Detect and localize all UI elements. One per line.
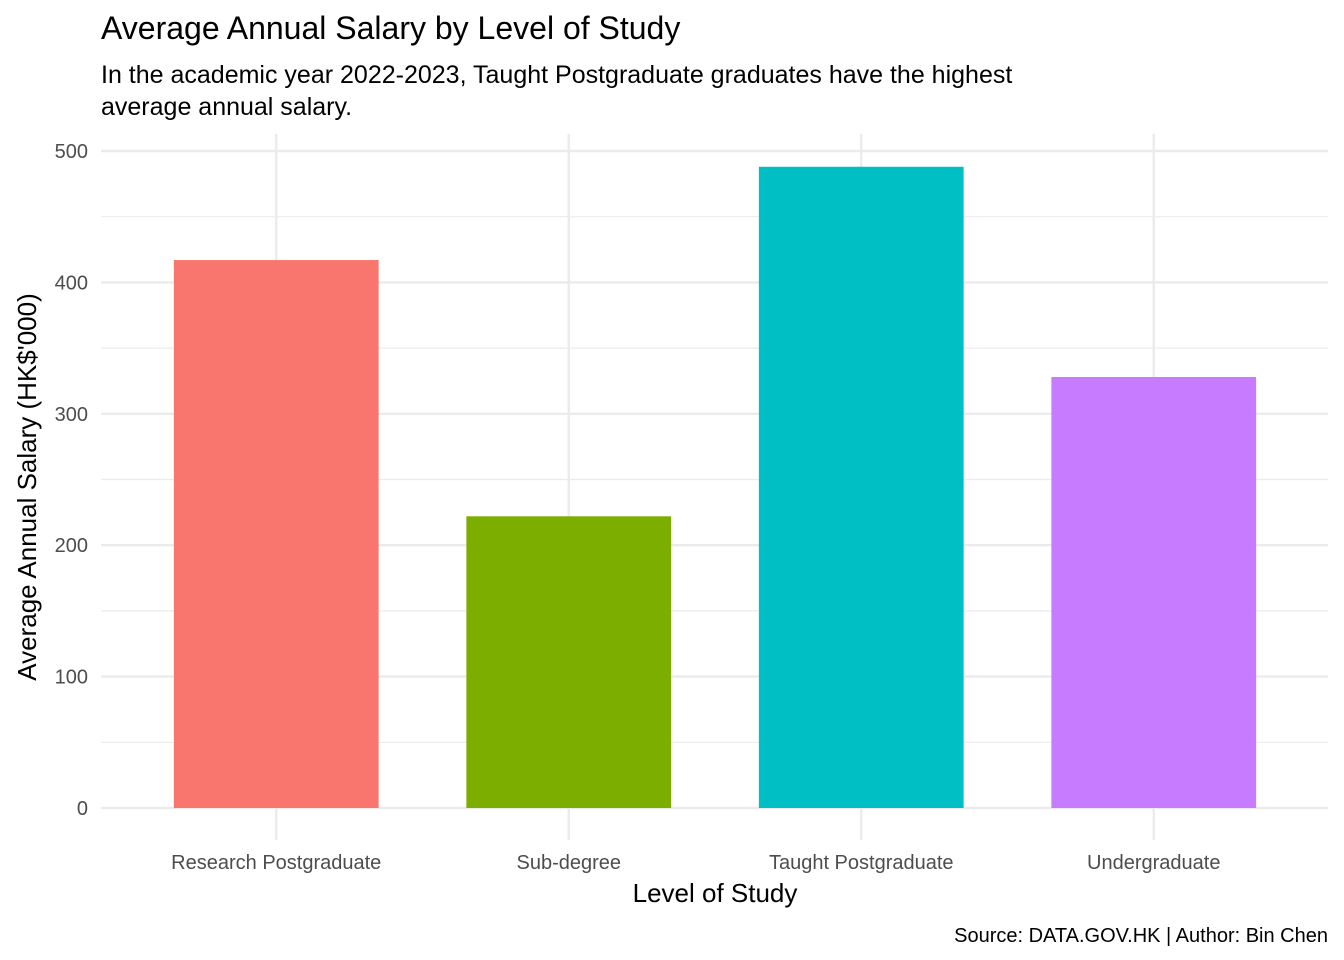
y-tick-label: 200 bbox=[55, 535, 88, 557]
bar-research-postgraduate bbox=[173, 260, 379, 808]
y-tick-label: 500 bbox=[55, 141, 88, 163]
x-tick-label: Taught Postgraduate bbox=[769, 852, 954, 874]
chart-title: Average Annual Salary by Level of Study bbox=[101, 10, 680, 46]
y-tick-label: 0 bbox=[77, 798, 88, 820]
bar-taught-postgraduate bbox=[758, 166, 964, 808]
tick-labels: 0 100 200 300 400 500 Research Postgraduate Sub… bbox=[55, 141, 1221, 874]
bar-undergraduate bbox=[1051, 377, 1257, 808]
y-tick-label: 100 bbox=[55, 667, 88, 689]
chart-subtitle-line-2: average annual salary. bbox=[101, 93, 352, 121]
y-tick-label: 300 bbox=[55, 404, 88, 426]
y-tick-label: 400 bbox=[55, 272, 88, 294]
y-axis-title: Average Annual Salary (HK$'000) bbox=[12, 293, 42, 681]
chart-subtitle-line-1: In the academic year 2022-2023, Taught P… bbox=[101, 61, 1012, 89]
bars bbox=[173, 166, 1257, 808]
x-tick-label: Sub-degree bbox=[516, 852, 621, 874]
x-tick-label: Research Postgraduate bbox=[171, 852, 381, 874]
chart-caption: Source: DATA.GOV.HK | Author: Bin Chen bbox=[954, 925, 1328, 947]
bar-sub-degree bbox=[466, 516, 672, 808]
x-tick-label: Undergraduate bbox=[1087, 852, 1220, 874]
x-axis-title: Level of Study bbox=[633, 878, 798, 908]
